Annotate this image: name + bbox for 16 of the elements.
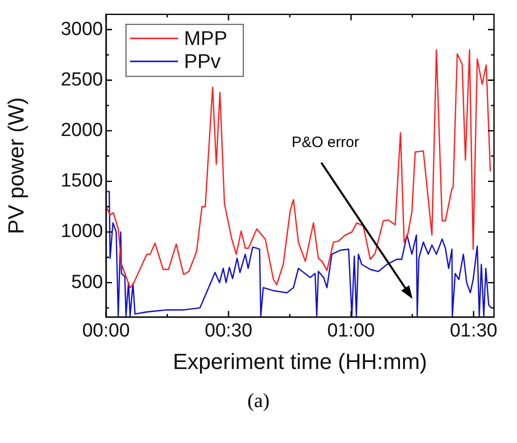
x-tick-label: 01:00 xyxy=(327,320,375,342)
y-tick-label: 500 xyxy=(71,272,103,293)
y-tick-label: 3000 xyxy=(60,18,103,40)
x-tick-label: 00:30 xyxy=(204,320,252,342)
y-tick-label: 1500 xyxy=(60,170,103,192)
y-tick-label: 1000 xyxy=(60,221,103,242)
legend-label: MPP xyxy=(184,28,228,50)
x-tick-label: 00:00 xyxy=(82,320,130,342)
text: (a) xyxy=(246,390,271,413)
annotation: P&O error xyxy=(292,134,360,151)
y-tick-label: 2500 xyxy=(60,69,103,90)
y-tick-label: 2000 xyxy=(60,120,103,142)
x-tick-label: 01:30 xyxy=(450,320,498,342)
y-axis-title: PV power (W) xyxy=(3,97,28,234)
x-axis-title: Experiment time (HH:mm) xyxy=(172,348,428,374)
legend-label: PPv xyxy=(184,50,221,73)
